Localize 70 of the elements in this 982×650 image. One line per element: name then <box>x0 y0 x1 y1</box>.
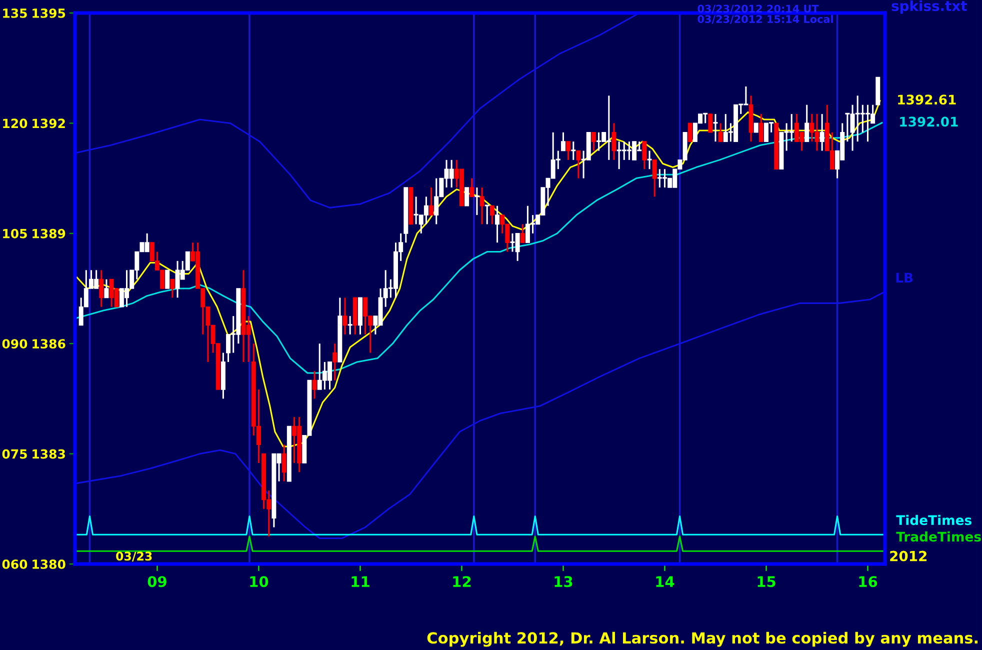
candlestick <box>576 150 581 180</box>
x-tick-label: 16 <box>859 576 878 588</box>
line-series <box>76 13 640 208</box>
x-tick-label: 15 <box>758 576 776 588</box>
candlestick <box>708 114 713 133</box>
candlestick <box>480 186 484 225</box>
candlestick <box>342 296 348 336</box>
series-label: LB <box>896 272 913 282</box>
candlestick <box>104 278 109 298</box>
series-label: TradeTimes <box>896 531 981 542</box>
y-tick-label: 1395 <box>32 8 66 18</box>
x-tick-label: 09 <box>148 576 166 588</box>
text: spkiss.txt <box>892 0 967 14</box>
candlestick <box>560 132 566 152</box>
line-series <box>76 100 881 448</box>
candlestick <box>332 342 338 382</box>
candlestick <box>429 186 434 216</box>
line-series <box>76 291 885 540</box>
annotation: 03/23/2012 20:14 UT <box>698 4 819 14</box>
candlestick <box>348 315 352 336</box>
candlestick <box>591 132 596 152</box>
candlestick <box>520 223 525 244</box>
x-tick-label: 11 <box>352 576 370 587</box>
y2-tick-label: 060 <box>2 559 28 569</box>
candlestick <box>170 278 175 298</box>
candlestick <box>495 205 500 244</box>
candlestick <box>484 204 490 225</box>
candlestick <box>804 104 810 142</box>
candlestick <box>820 113 824 152</box>
candlestick <box>312 370 317 400</box>
annotation: 1392.01 <box>900 116 958 127</box>
candlestick <box>688 122 692 142</box>
y2-tick-label: 120 <box>3 118 28 128</box>
x-tick-label: 12 <box>453 576 471 587</box>
candlestick <box>652 159 657 198</box>
candlestick <box>566 140 571 161</box>
annotation: 03/23/2012 15:14 Local <box>698 14 833 24</box>
candlestick <box>474 186 480 216</box>
candlestick <box>713 113 718 142</box>
candlestick <box>612 122 616 161</box>
candlestick <box>470 178 474 198</box>
text: Copyright 2012, Dr. Al Larson. May not be copied by any means. <box>427 632 978 647</box>
y-tick-label: 1389 <box>32 228 66 238</box>
candlestick <box>490 205 494 225</box>
y-tick-label: 1383 <box>32 449 65 459</box>
y2-tick-label: 075 <box>2 449 27 459</box>
annotation: 1392.61 <box>898 94 956 105</box>
y-tick-label: 1392 <box>32 118 65 128</box>
annotation: 03/23 <box>116 552 152 562</box>
x-tick-label: 13 <box>554 576 572 588</box>
text: 2012 <box>890 550 926 562</box>
candlestick <box>282 444 286 482</box>
candlestick <box>464 187 470 206</box>
y2-tick-label: 135 <box>3 8 27 18</box>
candlestick <box>647 150 652 170</box>
y2-tick-label: 105 <box>3 228 27 238</box>
candlestick <box>718 122 723 142</box>
y2-tick-label: 090 <box>2 339 28 349</box>
candlestick <box>754 122 758 133</box>
candlestick <box>758 113 764 142</box>
x-tick-label: 10 <box>250 576 268 588</box>
y-tick-label: 1386 <box>32 339 66 349</box>
candlestick <box>99 269 104 308</box>
candlestick <box>571 140 576 161</box>
x-tick-label: 14 <box>656 576 674 587</box>
line-series <box>76 122 883 374</box>
candlestick <box>642 140 647 170</box>
candlestick <box>165 270 170 289</box>
y-tick-label: 1380 <box>32 559 66 569</box>
series-label: TideTimes <box>896 514 972 526</box>
